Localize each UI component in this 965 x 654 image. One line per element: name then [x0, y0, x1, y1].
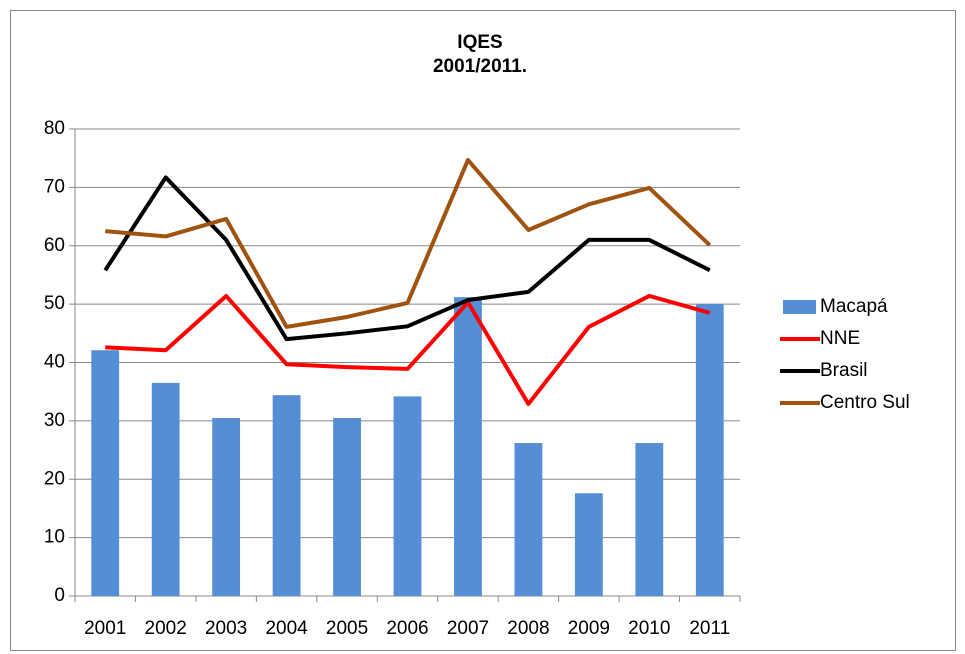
x-tick-label: 2008 — [507, 618, 549, 639]
bar — [393, 396, 422, 596]
y-tick-label: 40 — [44, 352, 65, 373]
x-tick-label: 2003 — [205, 618, 247, 639]
x-tick-label: 2011 — [689, 618, 730, 639]
bar — [695, 304, 724, 596]
y-tick-label: 60 — [44, 235, 65, 256]
bar — [514, 443, 543, 596]
bar — [151, 382, 180, 596]
y-tick-label: 50 — [44, 293, 65, 314]
chart-title: IQES — [457, 32, 502, 53]
chart-subtitle: 2001/2011. — [433, 56, 527, 77]
x-tick-label: 2004 — [265, 618, 308, 639]
y-tick-label: 70 — [44, 176, 65, 197]
y-tick-label: 80 — [44, 118, 65, 139]
legend-label: Macapá — [820, 296, 888, 317]
y-tick-label: 10 — [44, 527, 65, 548]
line — [105, 157, 712, 329]
x-tick-label: 2009 — [568, 618, 610, 639]
x-tick-label: 2001 — [84, 618, 126, 639]
legend-label: Brasil — [820, 360, 868, 381]
x-tick-label: 2006 — [386, 618, 428, 639]
bar — [272, 395, 301, 596]
x-tick-label: 2005 — [326, 618, 368, 639]
y-tick-label: 30 — [44, 410, 65, 431]
x-tick-label: 2002 — [145, 618, 187, 639]
bar — [333, 417, 361, 596]
legend-label: Centro Sul — [820, 392, 910, 413]
bar — [454, 297, 482, 596]
x-tick-label: 2010 — [628, 618, 670, 639]
bar — [574, 493, 603, 596]
bar — [635, 443, 664, 596]
bar — [212, 417, 241, 596]
legend-swatch — [783, 300, 816, 314]
bar — [91, 350, 120, 596]
line — [103, 175, 711, 342]
legend-label: NNE — [820, 328, 860, 349]
line — [105, 293, 711, 406]
y-tick-label: 20 — [44, 468, 65, 489]
x-tick-label: 2007 — [447, 618, 489, 639]
y-tick-label: 0 — [54, 585, 65, 606]
